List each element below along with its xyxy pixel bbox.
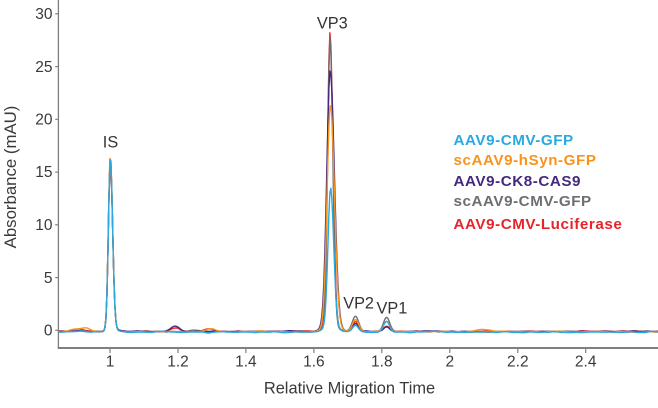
svg-text:VP1: VP1: [377, 300, 408, 318]
svg-text:30: 30: [35, 6, 53, 23]
svg-text:2: 2: [445, 354, 454, 371]
svg-text:scAAV9-CMV-GFP: scAAV9-CMV-GFP: [454, 193, 592, 210]
svg-text:IS: IS: [103, 133, 119, 151]
svg-text:AAV9-CK8-CAS9: AAV9-CK8-CAS9: [454, 173, 582, 190]
svg-text:AAV9-CMV-Luciferase: AAV9-CMV-Luciferase: [454, 216, 623, 233]
svg-text:1.2: 1.2: [167, 354, 189, 371]
svg-text:1: 1: [106, 354, 115, 371]
svg-text:1.8: 1.8: [371, 354, 393, 371]
svg-text:10: 10: [35, 217, 53, 234]
svg-text:Relative Migration Time: Relative Migration Time: [264, 380, 435, 398]
svg-text:1.6: 1.6: [303, 354, 325, 371]
svg-text:VP3: VP3: [317, 14, 348, 32]
svg-text:Absorbance (mAU): Absorbance (mAU): [1, 106, 20, 249]
svg-text:25: 25: [35, 59, 52, 76]
svg-text:2.2: 2.2: [507, 354, 529, 371]
svg-text:2.4: 2.4: [575, 354, 597, 371]
svg-text:5: 5: [44, 270, 53, 287]
svg-text:15: 15: [35, 164, 52, 181]
svg-text:scAAV9-hSyn-GFP: scAAV9-hSyn-GFP: [454, 152, 597, 169]
svg-text:VP2: VP2: [343, 294, 374, 312]
svg-text:0: 0: [44, 323, 53, 340]
svg-text:20: 20: [35, 112, 53, 129]
svg-text:1.4: 1.4: [235, 354, 257, 371]
svg-text:AAV9-CMV-GFP: AAV9-CMV-GFP: [454, 132, 574, 149]
